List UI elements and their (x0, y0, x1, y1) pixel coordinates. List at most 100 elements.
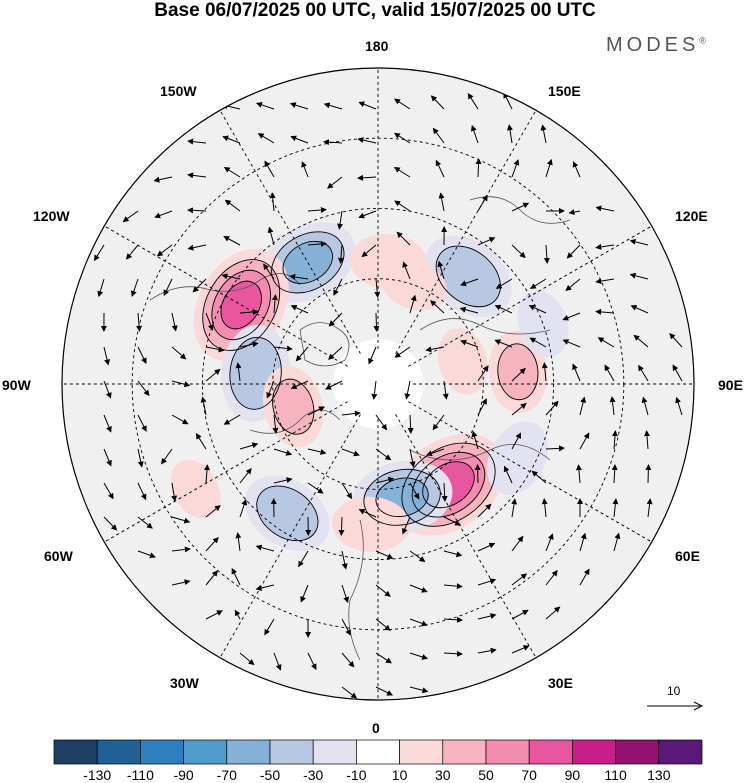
wind-vector-43 (477, 194, 488, 212)
wind-vector-238 (409, 618, 428, 627)
colorbar-tick-label: 90 (564, 767, 581, 783)
wind-vector-204 (137, 550, 156, 559)
wind-vector-34 (154, 210, 173, 219)
wind-vector-228 (477, 578, 497, 586)
wind-vector-68 (192, 278, 207, 293)
wind-vector-35 (187, 207, 207, 214)
wind-vector-176 (307, 482, 324, 494)
wind-vector-188 (137, 516, 153, 529)
wind-vector-154 (137, 448, 144, 468)
meridian-60 (408, 401, 652, 543)
colorbar-swatch-4 (226, 739, 271, 765)
wind-vector-106 (328, 346, 343, 360)
colorbar-swatch-0 (53, 739, 98, 765)
graticule (62, 68, 694, 700)
wind-vector-191 (239, 499, 248, 518)
wind-vector-65 (97, 278, 105, 298)
wind-vector-85 (205, 312, 214, 331)
wind-vector-26 (357, 174, 377, 181)
wind-vector-206 (205, 536, 219, 552)
wind-vector-182 (503, 465, 513, 484)
pole-area (333, 339, 423, 429)
wind-vector-143 (375, 414, 388, 431)
wind-vector-97 (595, 308, 615, 315)
wind-vector-149 (579, 396, 587, 416)
wind-vector-80 (595, 278, 615, 285)
wind-vector-218 (613, 532, 621, 552)
wind-vector-142 (341, 410, 361, 417)
wind-vector-12 (290, 135, 309, 144)
wind-vector-15 (393, 132, 411, 144)
wind-vector-243 (239, 652, 255, 666)
wind-vector-205 (171, 546, 191, 553)
lon-label-120w: 120W (33, 208, 70, 224)
anomaly-contours-12 (256, 485, 319, 542)
wind-vector-4 (358, 101, 377, 110)
wind-vector-77 (495, 278, 513, 289)
wind-vector-88 (290, 304, 309, 314)
colorbar-tick-label: 110 (604, 767, 627, 783)
anomaly-contours-6 (272, 378, 315, 435)
wind-vector-165 (511, 432, 522, 450)
wind-vector-132 (604, 364, 615, 382)
wind-vector-27 (393, 166, 411, 178)
wind-vector-5 (394, 98, 411, 110)
wind-vector-3 (323, 102, 343, 110)
wind-vector-96 (562, 312, 581, 321)
wind-vector-156 (195, 432, 207, 450)
wind-vector-212 (409, 550, 426, 563)
wind-vector-31 (545, 158, 553, 178)
wind-vector-174 (239, 468, 252, 484)
lon-label-60w: 60W (44, 548, 73, 564)
wind-vector-198 (477, 503, 492, 518)
wind-vector-92 (430, 300, 445, 314)
wind-vector-217 (579, 532, 587, 552)
wind-vector-179 (409, 482, 420, 500)
wind-vector-216 (545, 533, 554, 552)
wind-vector-64 (629, 238, 649, 246)
meridian-240 (104, 225, 348, 367)
wind-vector-102 (205, 346, 225, 353)
wind-vector-159 (307, 448, 327, 455)
wind-vector-99 (103, 346, 110, 366)
colorbar-tick-label: 10 (391, 767, 408, 783)
wind-vector-126 (404, 380, 411, 400)
wind-vector-215 (511, 535, 524, 552)
wind-vector-200 (541, 498, 548, 518)
wind-vector-56 (361, 244, 377, 258)
meridian-330 (219, 414, 361, 658)
wind-vector-131 (572, 363, 581, 382)
wind-vector-22 (223, 166, 241, 178)
wind-vector-128 (477, 365, 489, 382)
wind-vector-134 (672, 364, 683, 382)
wind-vector-207 (235, 532, 242, 552)
wind-vector-158 (273, 448, 293, 456)
wind-vector-153 (103, 448, 112, 467)
wind-vector-9 (187, 138, 207, 145)
wind-vector-253 (375, 686, 393, 696)
wind-vector-247 (375, 652, 392, 664)
wind-vector-10 (222, 135, 241, 144)
wind-vector-152 (675, 396, 683, 416)
wind-vector-105 (295, 346, 309, 362)
wind-vector-108 (394, 346, 411, 358)
wind-vector-32 (572, 161, 581, 178)
wind-vector-48 (93, 244, 105, 262)
wind-vector-86 (239, 308, 259, 315)
reference-arrow-icon (647, 701, 704, 711)
meridian-30 (395, 414, 537, 658)
wind-vector-244 (273, 652, 282, 671)
wind-vector-60 (511, 244, 526, 259)
wind-vectors (93, 92, 683, 699)
wind-vector-229 (511, 573, 528, 586)
wind-vector-181 (474, 464, 481, 484)
wind-vector-114 (597, 337, 615, 348)
colorbar-tick-label: 30 (435, 767, 451, 783)
lon-label-150w: 150W (160, 83, 197, 99)
wind-vector-211 (375, 550, 394, 560)
wind-vector-195 (358, 508, 377, 518)
wind-vector-203 (646, 498, 653, 518)
wind-vector-78 (529, 278, 547, 289)
brand-mark: ® (699, 35, 706, 46)
